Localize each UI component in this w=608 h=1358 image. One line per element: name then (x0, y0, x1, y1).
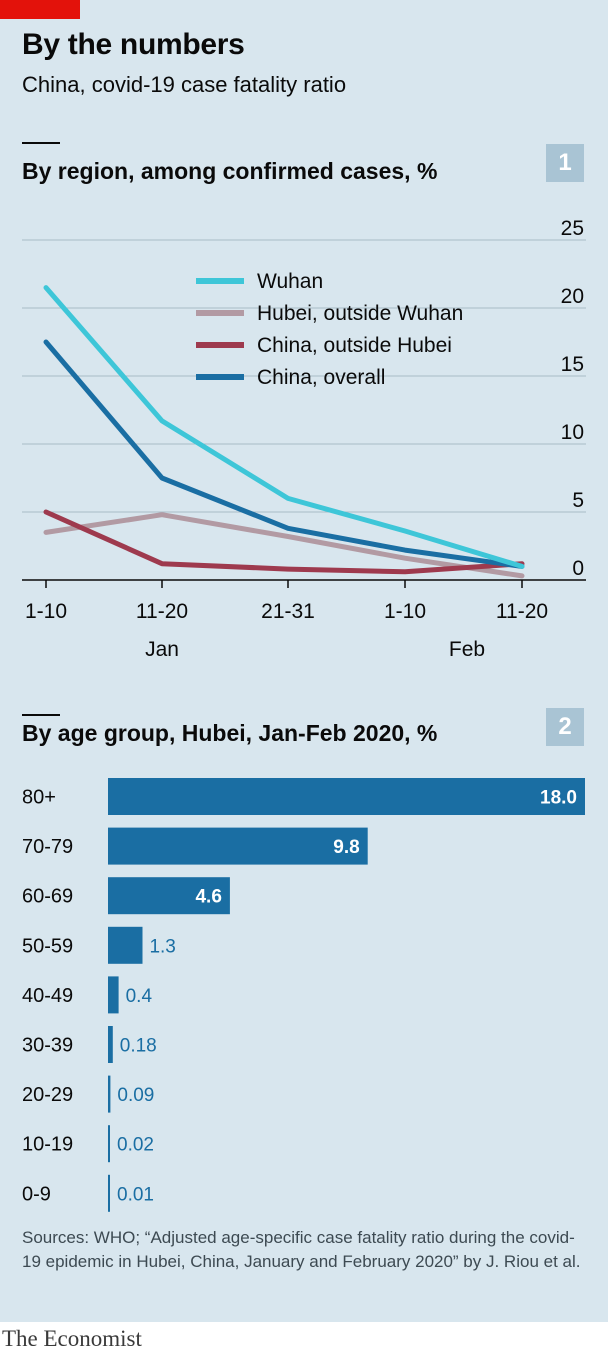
x-tick-label: 1-10 (384, 600, 426, 623)
section-1-number: 1 (546, 144, 584, 182)
bar (108, 976, 119, 1014)
category-label: 30-39 (22, 1035, 73, 1057)
series-line (43, 509, 525, 575)
bar-value-label: 9.8 (333, 837, 359, 858)
line-chart: 0 5 10 15 20 25 1-10 11-20 21-31 1-10 11-20 Jan Feb W… (22, 217, 586, 661)
x-tick-label: 11-20 (136, 600, 188, 623)
bar-value-label: 4.6 (195, 887, 221, 908)
bar (108, 778, 585, 815)
section-2-number: 2 (546, 708, 584, 746)
bar-value-label: 0.02 (117, 1135, 154, 1156)
bar (108, 1075, 111, 1113)
legend-label: China, overall (257, 366, 385, 389)
bar-value-label: 0.4 (126, 986, 153, 1007)
brand-red-tag (0, 0, 80, 19)
brand-logo: The Economist (2, 1326, 142, 1351)
x-tick-label: 1-10 (25, 600, 67, 623)
series-line (43, 512, 525, 579)
category-label: 20-29 (22, 1084, 73, 1106)
y-tick-label: 25 (561, 217, 584, 240)
category-label: 80+ (22, 787, 56, 809)
bar-chart: 80+ 18.0 70-79 9.8 60-69 4.6 50-59 1.3 40-49 0.4 3… (22, 778, 585, 1212)
y-tick-label: 10 (561, 421, 584, 444)
bar-value-label: 0.09 (117, 1085, 154, 1106)
bar (108, 1174, 110, 1212)
bar (108, 827, 368, 865)
bar (108, 1125, 110, 1163)
category-label: 50-59 (22, 935, 73, 957)
bar (108, 926, 143, 964)
x-tick-label: 11-20 (496, 600, 548, 623)
y-tick-label: 5 (572, 489, 584, 512)
category-label: 40-49 (22, 985, 73, 1007)
x-tick-label: 21-31 (261, 600, 315, 623)
section-1-rule (22, 142, 60, 144)
chart-panel (0, 0, 608, 1322)
category-label: 0-9 (22, 1183, 51, 1205)
page-title: By the numbers (22, 28, 245, 61)
bar (108, 1026, 113, 1063)
bar-value-label: 18.0 (540, 788, 577, 809)
y-tick-label: 20 (561, 285, 584, 308)
y-tick-label: 15 (561, 353, 584, 376)
bar-value-label: 0.18 (120, 1036, 157, 1057)
x-month-label: Feb (449, 638, 485, 661)
section-2-rule (22, 714, 60, 716)
category-label: 10-19 (22, 1134, 73, 1156)
section-1-title: By region, among confirmed cases, % (22, 158, 438, 184)
x-month-label: Jan (145, 638, 179, 661)
series-line (43, 285, 525, 569)
bar-value-label: 0.01 (117, 1184, 154, 1205)
sources-note: Sources: WHO; “Adjusted age-specific cas… (22, 1228, 581, 1271)
page-subtitle: China, covid-19 case fatality ratio (22, 72, 347, 97)
bar (108, 877, 230, 915)
legend-label: China, outside Hubei (257, 334, 452, 357)
legend-label: Hubei, outside Wuhan (257, 302, 463, 325)
series-line (43, 339, 525, 569)
section-2-title: By age group, Hubei, Jan-Feb 2020, % (22, 720, 438, 746)
category-label: 70-79 (22, 836, 73, 858)
legend-label: Wuhan (257, 270, 323, 293)
y-tick-label: 0 (572, 557, 584, 580)
bar-value-label: 1.3 (149, 936, 175, 957)
category-label: 60-69 (22, 886, 73, 908)
